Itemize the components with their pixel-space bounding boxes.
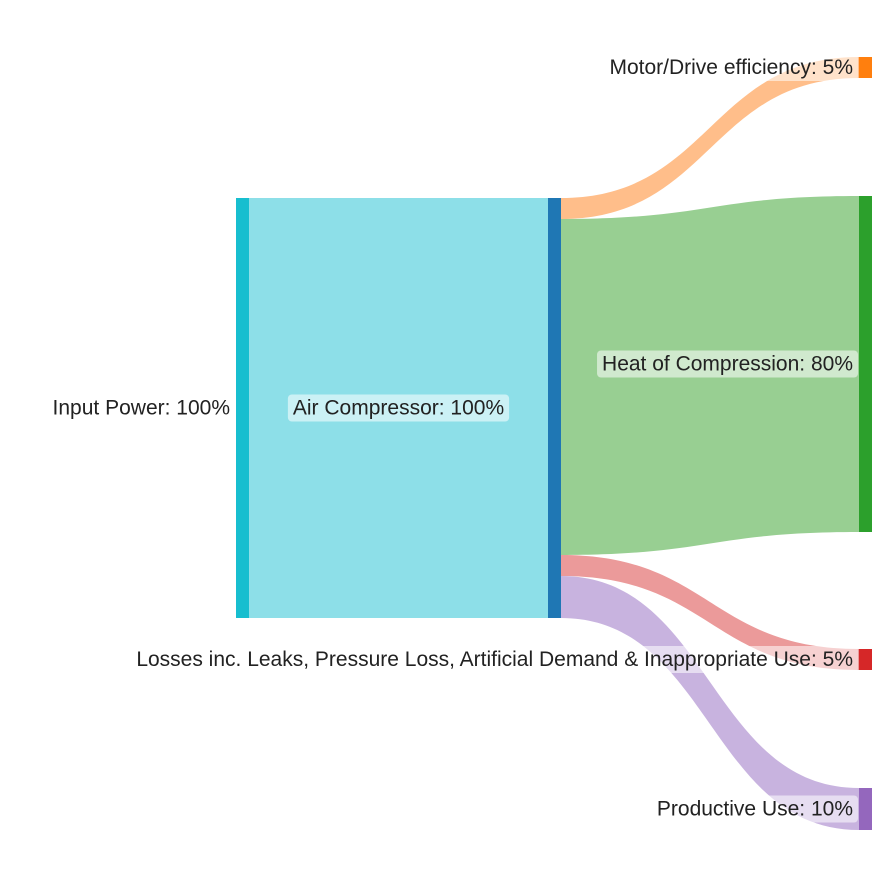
link-compressor-to-motor	[561, 57, 859, 219]
node-label-compressor: Air Compressor: 100%	[293, 397, 504, 420]
node-label-group-heat: Heat of Compression: 80%	[597, 350, 858, 378]
node-label-bg-productive	[651, 795, 858, 823]
node-label-bg-heat	[597, 350, 858, 378]
node-label-bg-motor	[604, 54, 858, 81]
node-label-bg-input	[47, 394, 235, 422]
link-compressor-to-productive	[561, 576, 859, 830]
link-compressor-to-losses	[561, 555, 859, 670]
node-losses	[859, 649, 872, 670]
node-label-losses: Losses inc. Leaks, Pressure Loss, Artifi…	[136, 648, 853, 671]
labels-layer: Input Power: 100% Air Compressor: 100% Mot…	[47, 54, 858, 823]
node-label-bg-compressor	[287, 394, 510, 422]
nodes-layer	[236, 57, 872, 830]
node-label-group-losses: Losses inc. Leaks, Pressure Loss, Artifi…	[131, 646, 858, 673]
node-compressor	[548, 198, 561, 618]
node-motor	[859, 57, 872, 78]
node-label-group-input: Input Power: 100%	[47, 394, 235, 422]
node-productive	[859, 788, 872, 830]
node-label-group-productive: Productive Use: 10%	[651, 795, 858, 823]
node-input	[236, 198, 249, 618]
node-label-input: Input Power: 100%	[53, 397, 230, 420]
node-label-productive: Productive Use: 10%	[657, 798, 853, 821]
node-label-heat: Heat of Compression: 80%	[602, 353, 853, 376]
node-label-group-motor: Motor/Drive efficiency: 5%	[604, 54, 858, 81]
node-heat	[859, 196, 872, 532]
node-label-motor: Motor/Drive efficiency: 5%	[609, 56, 853, 79]
node-label-bg-losses	[131, 646, 858, 673]
node-label-group-compressor: Air Compressor: 100%	[287, 394, 510, 422]
